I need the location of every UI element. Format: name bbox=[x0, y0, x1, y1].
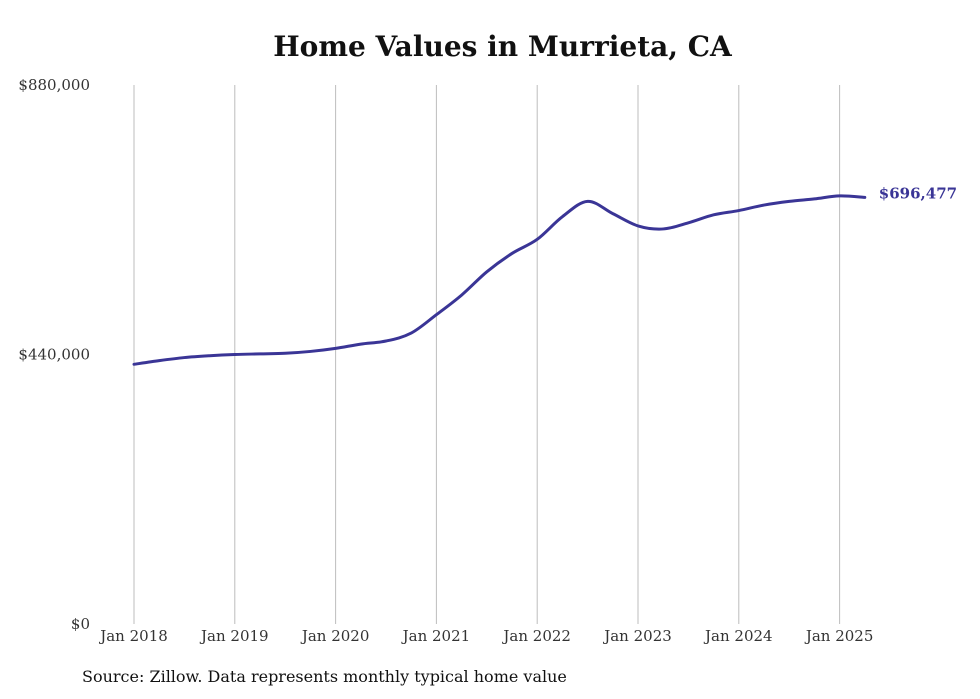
latest-value-label: $696,477 bbox=[879, 184, 957, 202]
x-tick-label: Jan 2024 bbox=[703, 627, 773, 645]
x-tick-label: Jan 2022 bbox=[501, 627, 571, 645]
x-axis-tick-labels: Jan 2018 Jan 2019 Jan 2020 Jan 2021 Jan 2022… bbox=[98, 627, 873, 645]
y-tick-label: $440,000 bbox=[18, 346, 90, 364]
x-tick-label: Jan 2023 bbox=[602, 627, 672, 645]
y-tick-label: $0 bbox=[71, 615, 90, 633]
line-chart: $0$440,000$880,000 Jan 2018 Jan 2019 Jan 2… bbox=[18, 76, 957, 645]
y-axis-tick-labels: $0 $440,000 $880,000 bbox=[18, 76, 90, 633]
home-value-line bbox=[132, 194, 867, 366]
y-tick-label: $880,000 bbox=[18, 76, 90, 94]
chart-title: Home Values in Murrieta, CA bbox=[273, 30, 732, 63]
x-tick-label: Jan 2018 bbox=[98, 627, 168, 645]
source-note: Source: Zillow. Data represents monthly … bbox=[82, 667, 567, 686]
x-tick-label: Jan 2019 bbox=[199, 627, 269, 645]
x-tick-label: Jan 2020 bbox=[300, 627, 370, 645]
x-tick-label: Jan 2025 bbox=[804, 627, 874, 645]
x-tick-label: Jan 2021 bbox=[401, 627, 471, 645]
